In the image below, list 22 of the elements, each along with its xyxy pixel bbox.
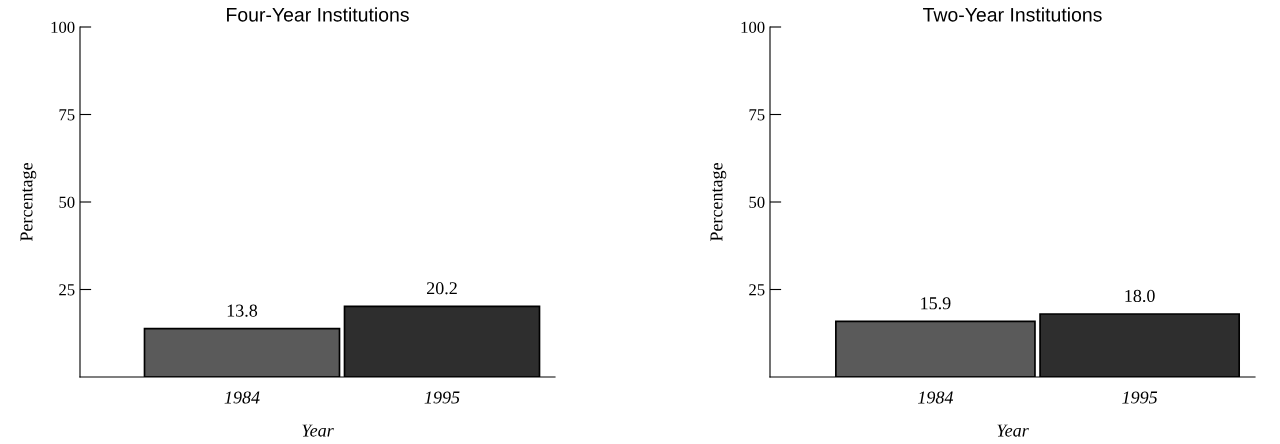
data-label: 20.2: [426, 282, 457, 295]
data-label: 18.0: [1125, 289, 1155, 303]
x-axis-title: Year: [997, 424, 1029, 437]
y-axis-title: Percentage: [710, 163, 727, 242]
y-tick-label: 50: [749, 196, 765, 208]
y-tick-label: 25: [59, 284, 75, 296]
data-label: 13.8: [227, 304, 258, 317]
y-tick-label: 25: [749, 284, 765, 296]
y-tick-label: 100: [51, 21, 75, 33]
x-tick-label: 1995: [424, 391, 460, 404]
x-axis-title: Year: [302, 424, 334, 437]
chart-title: Two-Year Institutions: [923, 7, 1102, 22]
x-tick-label: 1984: [918, 391, 954, 404]
y-tick-label: 50: [59, 196, 75, 208]
data-label: 15.9: [921, 297, 951, 310]
x-tick-label: 1995: [1122, 391, 1158, 404]
x-tick-label: 1984: [224, 391, 260, 404]
y-axis-title: Percentage: [20, 163, 37, 242]
y-tick-label: 75: [59, 109, 75, 121]
y-tick-label: 75: [749, 109, 765, 121]
y-tick-label: 100: [741, 21, 765, 33]
chart-title: Four-Year Institutions: [227, 7, 409, 22]
